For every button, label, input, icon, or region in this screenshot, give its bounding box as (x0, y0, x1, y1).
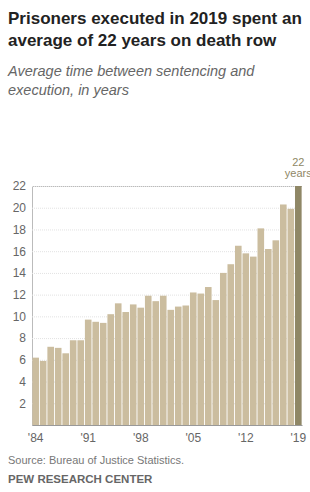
y-axis-line (33, 187, 303, 426)
bar (197, 294, 204, 425)
chart-container: Prisoners executed in 2019 spent anavera… (0, 0, 310, 492)
bar (115, 303, 122, 425)
y-tick-label: 2 (19, 397, 26, 411)
x-tick-label: '98 (133, 431, 149, 445)
bar (122, 312, 129, 425)
bar (220, 273, 227, 425)
source: Source: Bureau of Justice Statistics. (8, 454, 184, 466)
bar (145, 296, 152, 425)
bar (273, 240, 280, 425)
y-tick-label: 22 (13, 179, 27, 193)
bar (32, 358, 39, 425)
y-tick-label: 14 (13, 266, 27, 280)
bar (70, 340, 77, 425)
grid-line (32, 208, 302, 209)
plot: 2 4 6 8 10 12 14 16 18 20 22 '84 '91 '98 '05 '12 '19 22ye… (13, 156, 310, 445)
bar (152, 301, 159, 425)
x-tick-label: '05 (185, 431, 201, 445)
bar (235, 246, 242, 425)
bar (190, 292, 197, 425)
bar (242, 253, 249, 425)
bar (100, 323, 107, 425)
x-tick-label: '84 (28, 431, 44, 445)
x-tick: '19 (291, 425, 307, 445)
y-tick-label: 18 (13, 223, 27, 237)
bar (175, 307, 182, 425)
y-tick-label: 20 (13, 201, 27, 215)
bar (47, 347, 54, 425)
bar (295, 186, 302, 425)
chart-svg: Prisoners executed in 2019 spent anavera… (0, 0, 310, 492)
y-tick-label: 16 (13, 245, 27, 259)
bar (182, 306, 189, 426)
title: Prisoners executed in 2019 spent anavera… (8, 9, 302, 50)
bar (62, 353, 69, 425)
bar (167, 310, 174, 425)
bar (280, 204, 287, 425)
y-tick: 20 (13, 201, 302, 215)
bar (77, 340, 84, 425)
bar (250, 257, 257, 425)
bar (107, 314, 114, 425)
bar (55, 348, 62, 425)
x-tick-label: '19 (291, 431, 307, 445)
bar (40, 361, 47, 425)
bar (92, 322, 99, 425)
grid-line (32, 186, 302, 187)
y-axis: 2 4 6 8 10 12 14 16 18 20 22 (13, 179, 302, 425)
bars (32, 186, 301, 425)
credit: PEW RESEARCH CENTER (8, 473, 153, 485)
bar (205, 287, 212, 425)
bar (227, 264, 234, 425)
x-tick: '84 (28, 425, 44, 445)
bar (160, 296, 167, 425)
bar (85, 320, 92, 425)
subtitle: Average time between sentencing andexecu… (7, 63, 255, 98)
y-tick-label: 6 (19, 353, 26, 367)
x-axis: '84 '91 '98 '05 '12 '19 (28, 425, 307, 445)
annotation: 22years (285, 156, 310, 179)
x-tick: '05 (185, 425, 201, 445)
bar (258, 228, 265, 425)
x-tick: '12 (238, 425, 254, 445)
bar (130, 304, 137, 425)
y-tick-label: 12 (13, 288, 27, 302)
x-tick-label: '12 (238, 431, 254, 445)
y-tick-label: 4 (19, 375, 26, 389)
y-tick-label: 10 (13, 310, 27, 324)
x-tick: '91 (80, 425, 96, 445)
bar (212, 300, 219, 425)
bar (288, 209, 295, 425)
x-tick-label: '91 (80, 431, 96, 445)
bar (137, 308, 144, 425)
y-tick: 22 (13, 179, 302, 193)
bar (265, 249, 272, 425)
x-axis-line (33, 425, 303, 426)
y-tick-label: 8 (19, 331, 26, 345)
x-tick: '98 (133, 425, 149, 445)
